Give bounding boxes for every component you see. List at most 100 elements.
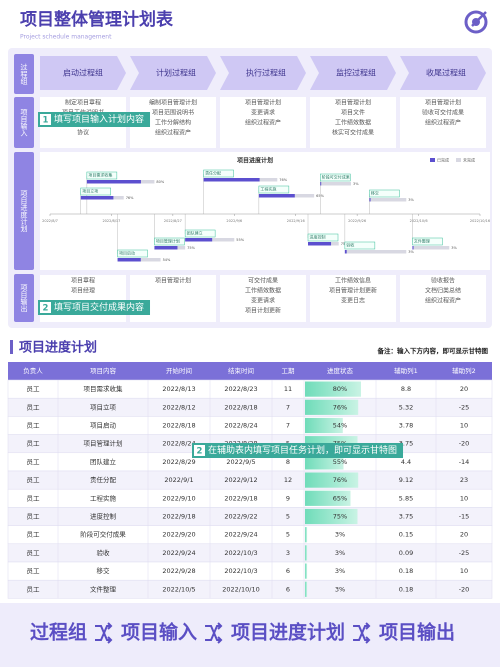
- table-cell: 团队建立: [90, 457, 117, 466]
- table-title: 项目进度计划: [19, 340, 97, 356]
- gantt-task-box: [184, 229, 216, 238]
- gantt-bar-pct: 54%: [163, 258, 171, 262]
- gantt-task-box: [258, 185, 290, 194]
- process-label: 执行过程组: [246, 68, 286, 78]
- table-cell: 移交: [97, 566, 111, 575]
- footer-label: 项目进度计划: [231, 621, 345, 644]
- table-cell: 3.75: [399, 440, 413, 448]
- table-cell: 员工: [27, 385, 41, 393]
- progress-bar: [305, 490, 351, 506]
- table-cell: 4.4: [401, 458, 411, 466]
- table-cell: 7: [286, 422, 290, 430]
- gantt-bar-done: [86, 180, 141, 184]
- inputs-box: [310, 97, 396, 148]
- gantt-bar-done: [154, 246, 178, 250]
- inputs-box: [220, 97, 306, 148]
- gantt-bar-pct: 76%: [126, 196, 134, 200]
- table-cell: 2022/10/10: [222, 585, 259, 593]
- table-cell: 2022/9/12: [224, 476, 257, 484]
- table-cell: 10: [460, 422, 468, 430]
- table-cell: 2022/8/23: [224, 385, 257, 393]
- callout-number-box: [40, 114, 51, 125]
- inputs-item: 项目管理计划: [335, 99, 371, 107]
- callout-number-box: [194, 445, 205, 456]
- gantt-task-label: 移交: [371, 190, 379, 196]
- table-cell: 员工: [27, 440, 41, 448]
- gantt-axis-label: 2022/10/16: [470, 219, 490, 223]
- inputs-item: 核实可交付成果: [332, 129, 374, 137]
- gantt-task-label: 进度控制: [310, 234, 326, 240]
- callout-number: 2: [43, 304, 49, 314]
- table-cell: 76%: [333, 476, 347, 484]
- column-header: 进度状态: [327, 366, 354, 375]
- outputs-item: 项目管理计划: [155, 277, 191, 285]
- callout-box: [38, 300, 151, 315]
- logo: [464, 10, 488, 34]
- gantt-task-label: 工程实施: [260, 186, 276, 192]
- progress-bar: [305, 545, 308, 561]
- table-cell: 进度控制: [90, 512, 117, 521]
- table-cell: 75%: [333, 513, 347, 521]
- gantt-task-box: [369, 189, 400, 198]
- inputs-item: 验收可交付成果: [422, 109, 464, 117]
- table-cell: 2022/10/5: [162, 585, 195, 593]
- table-cell: 员工: [27, 531, 41, 539]
- gantt-axis-label: 2022/9/16: [287, 219, 305, 223]
- legend-swatch: [430, 158, 435, 162]
- table-cell: 2022/8/18: [162, 422, 195, 430]
- side-label-box: [14, 274, 34, 322]
- gantt-task-box: [80, 187, 111, 196]
- table-cell: 2022/9/20: [162, 531, 195, 539]
- callout-box: [192, 443, 404, 458]
- table-title-bar: [10, 340, 13, 354]
- callout-text: 在辅助表内填写项目任务计划，即可显示甘特图: [208, 444, 397, 456]
- gantt-bar-track: [369, 198, 407, 202]
- outputs-box: [310, 275, 396, 322]
- table-cell: 20: [460, 385, 468, 393]
- inputs-item: 组织过程资产: [245, 119, 281, 127]
- gantt-bar-done: [308, 242, 332, 246]
- table-cell: 员工: [27, 458, 41, 466]
- table-cell: 阶段可交付成果: [80, 530, 126, 539]
- table-cell: 8: [286, 458, 290, 466]
- table-cell: 10: [460, 567, 468, 575]
- gantt-task-box: [117, 249, 148, 258]
- callout-text: 填写项目交付成果内容: [54, 301, 144, 313]
- table-cell: 2022/9/22: [224, 513, 257, 521]
- footer-label: 项目输入: [121, 621, 197, 644]
- gantt-task-box: [203, 169, 234, 178]
- callout-box: [38, 112, 151, 127]
- inputs-item: 协议: [77, 129, 89, 137]
- gantt-bar-done: [258, 194, 295, 198]
- gantt-title: 项目进度计划: [237, 157, 273, 165]
- table-cell: 3%: [335, 585, 345, 593]
- table-cell: 员工: [27, 494, 41, 502]
- gantt-axis-label: 2022/10/6: [410, 219, 428, 223]
- gantt-task-box: [344, 241, 376, 250]
- process-chevron: [40, 56, 126, 90]
- table-cell: 0.18: [399, 585, 413, 593]
- table-cell: 2022/8/24: [224, 422, 257, 430]
- table-cell: 23: [460, 476, 468, 484]
- outputs-item: 项目管理计划更新: [329, 287, 377, 295]
- table-cell: 6: [286, 567, 290, 575]
- gantt-bar-done: [320, 182, 322, 186]
- table-cell: 76%: [333, 403, 347, 411]
- callout-text: 填写项目输入计划内容: [54, 113, 144, 125]
- process-label: 计划过程组: [156, 68, 196, 78]
- table-cell: 项目启动: [90, 421, 117, 430]
- table-cell: -20: [459, 440, 470, 448]
- gantt-task-box: [307, 233, 339, 242]
- table-cell: 0.18: [399, 567, 413, 575]
- table-cell: 55%: [333, 458, 347, 466]
- table-cell: 员工: [27, 422, 41, 430]
- table-cell: 2022/9/5: [226, 458, 255, 466]
- gantt-bar-track: [412, 246, 450, 250]
- table-cell: 2022/8/13: [162, 385, 195, 393]
- table-cell: 工程实施: [90, 493, 117, 502]
- gantt-axis-label: 2022/8/7: [42, 219, 58, 223]
- table-cell: 5.32: [399, 403, 413, 411]
- inputs-item: 项目管理计划: [245, 99, 281, 107]
- gantt-task-box: [154, 237, 185, 246]
- legend-swatch: [456, 158, 461, 162]
